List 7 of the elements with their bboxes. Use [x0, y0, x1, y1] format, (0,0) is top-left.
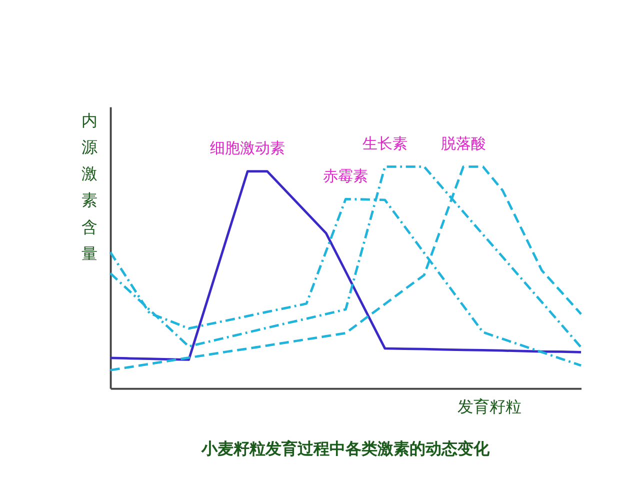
series-label: 脱落酸: [440, 134, 486, 153]
text: 小麦籽粒发育过程中各类激素的动态变化: [200, 438, 491, 458]
series-label: 生长素: [362, 134, 408, 153]
series-label: 赤霉素: [323, 166, 368, 185]
y-axis-title: 内源激素含量: [81, 110, 98, 263]
series-label: 细胞激动素: [210, 139, 286, 158]
x-axis-title: 发育籽粒: [457, 397, 522, 416]
